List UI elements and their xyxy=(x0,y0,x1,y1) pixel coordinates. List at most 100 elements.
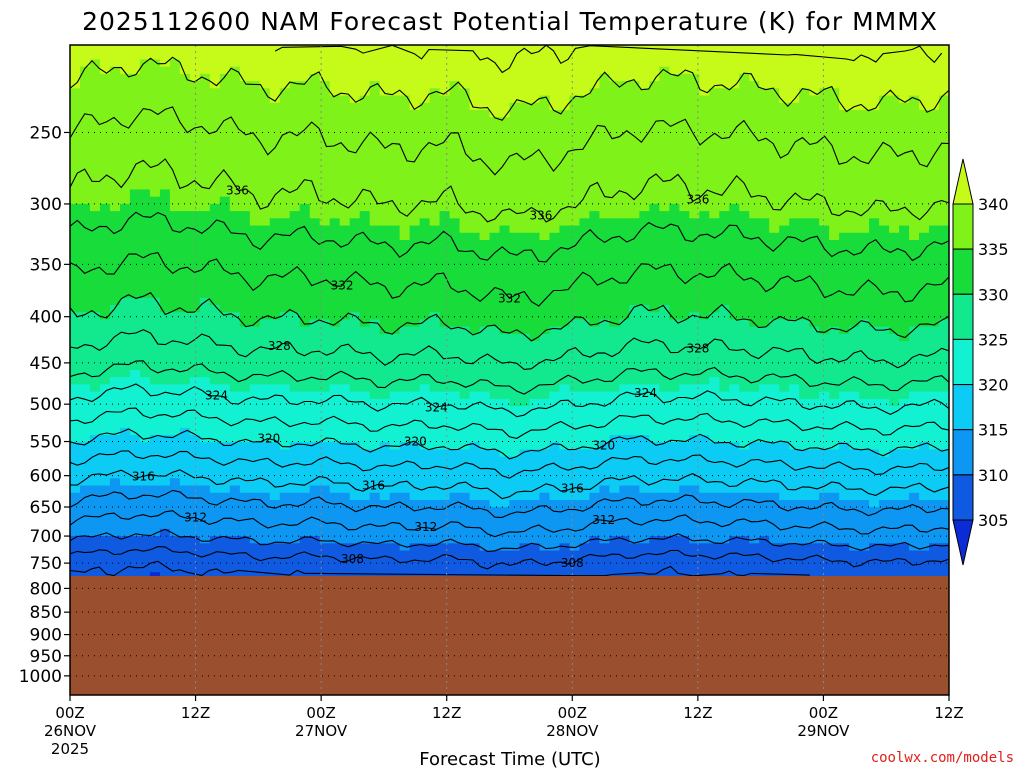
band-cell xyxy=(899,427,910,436)
band-cell xyxy=(79,247,91,256)
band-cell xyxy=(709,131,720,140)
band-cell xyxy=(219,370,231,378)
band-cell xyxy=(89,138,101,147)
band-cell xyxy=(169,196,181,205)
band-cell xyxy=(739,73,750,82)
band-cell xyxy=(70,167,81,176)
band-cell xyxy=(599,290,610,299)
band-cell xyxy=(309,203,321,212)
band-cell xyxy=(389,449,401,458)
band-cell xyxy=(239,377,251,386)
band-cell xyxy=(559,326,571,335)
band-cell xyxy=(689,362,700,371)
band-cell xyxy=(839,45,850,53)
band-cell xyxy=(99,203,111,212)
band-cell xyxy=(599,435,610,443)
band-cell xyxy=(239,406,251,414)
band-cell xyxy=(339,117,351,126)
band-cell xyxy=(209,160,221,169)
band-cell xyxy=(329,138,341,147)
band-cell xyxy=(779,283,790,292)
band-cell xyxy=(479,406,491,414)
band-cell xyxy=(509,160,521,169)
band-cell xyxy=(70,232,81,241)
band-cell xyxy=(749,95,760,104)
band-cell xyxy=(249,413,261,422)
band-cell xyxy=(399,377,411,386)
band-cell xyxy=(649,333,660,342)
band-cell xyxy=(929,153,940,162)
band-cell xyxy=(389,232,401,241)
band-cell xyxy=(589,189,600,198)
band-cell xyxy=(399,435,411,443)
band-cell xyxy=(279,449,291,458)
band-cell xyxy=(939,52,949,61)
band-cell xyxy=(869,377,880,386)
band-cell xyxy=(859,203,870,212)
band-cell xyxy=(809,290,820,299)
band-cell xyxy=(109,333,121,342)
band-cell xyxy=(419,45,431,53)
band-cell xyxy=(189,182,201,191)
band-cell xyxy=(869,102,880,111)
band-cell xyxy=(309,391,321,400)
band-cell xyxy=(699,225,710,234)
band-cell xyxy=(599,52,610,61)
band-cell xyxy=(719,131,730,140)
band-cell xyxy=(519,254,531,263)
band-cell xyxy=(519,362,531,371)
band-cell xyxy=(799,391,810,400)
band-cell xyxy=(169,305,181,313)
band-cell xyxy=(209,247,221,256)
band-cell xyxy=(859,59,870,68)
band-cell xyxy=(779,319,790,328)
band-cell xyxy=(709,333,720,342)
band-cell xyxy=(639,146,650,154)
band-cell xyxy=(129,398,141,407)
band-cell xyxy=(399,297,411,306)
band-cell xyxy=(89,355,101,364)
band-cell xyxy=(70,73,81,82)
band-cell xyxy=(79,333,91,342)
band-cell xyxy=(349,153,361,162)
band-cell xyxy=(939,189,949,198)
band-cell xyxy=(899,95,910,104)
band-cell xyxy=(199,247,211,256)
band-cell xyxy=(569,355,581,364)
band-cell xyxy=(469,52,481,61)
band-cell xyxy=(79,52,91,61)
band-cell xyxy=(849,240,860,248)
band-cell xyxy=(389,261,401,270)
band-cell xyxy=(699,370,710,378)
band-cell xyxy=(479,341,491,349)
band-cell xyxy=(709,66,720,75)
band-cell xyxy=(879,384,890,393)
band-cell xyxy=(739,355,750,364)
band-cell xyxy=(809,384,820,393)
band-cell xyxy=(849,124,860,133)
band-cell xyxy=(239,102,251,111)
band-cell xyxy=(279,45,291,53)
band-cell xyxy=(759,95,770,104)
band-cell xyxy=(689,160,700,169)
band-cell xyxy=(779,110,790,118)
band-cell xyxy=(289,435,301,443)
band-cell xyxy=(279,297,291,306)
band-cell xyxy=(269,73,281,82)
band-cell xyxy=(899,290,910,299)
band-cell xyxy=(459,305,471,313)
band-cell xyxy=(899,319,910,328)
band-cell xyxy=(899,66,910,75)
band-cell xyxy=(389,88,401,97)
band-cell xyxy=(229,384,241,393)
band-cell xyxy=(329,333,341,342)
band-cell xyxy=(70,102,81,111)
band-cell xyxy=(559,319,571,328)
band-cell xyxy=(549,196,561,205)
band-cell xyxy=(719,52,730,61)
band-cell xyxy=(199,218,211,227)
band-cell xyxy=(319,45,331,53)
band-cell xyxy=(789,66,800,75)
band-cell xyxy=(829,59,840,68)
